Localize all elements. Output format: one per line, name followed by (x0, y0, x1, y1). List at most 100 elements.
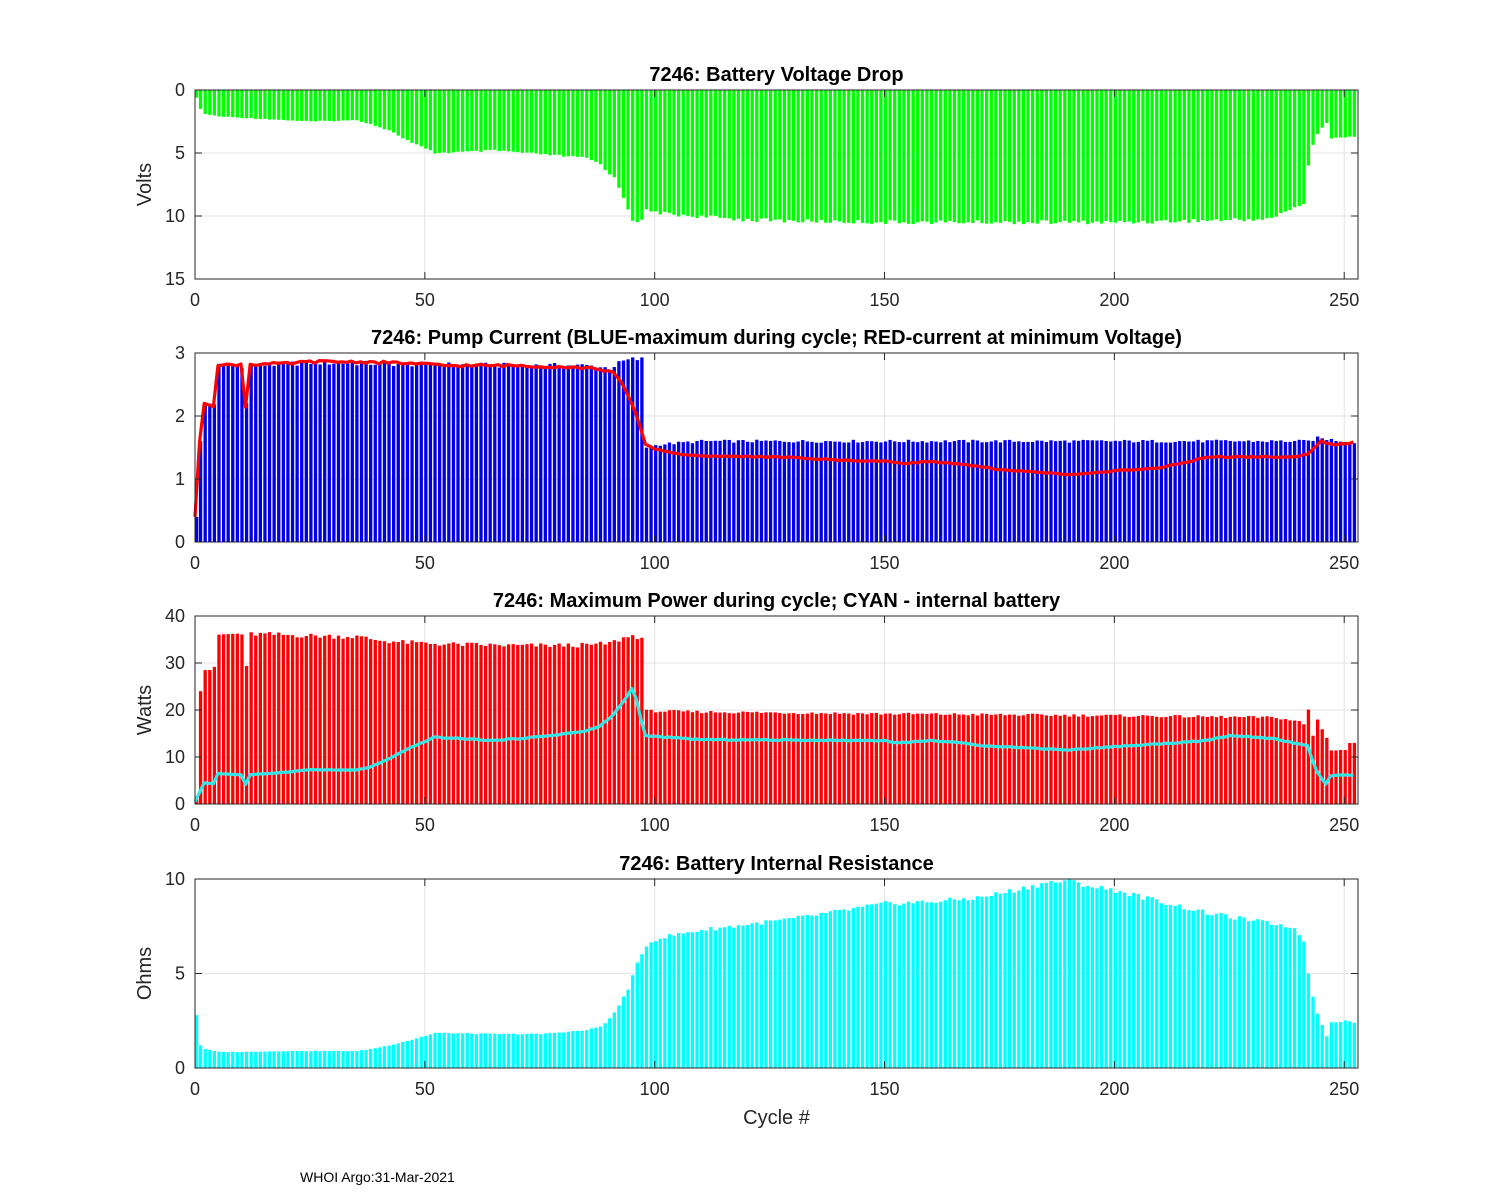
bar (1012, 441, 1016, 542)
bar (1311, 735, 1315, 804)
bar (1049, 715, 1053, 804)
bar (1072, 440, 1076, 542)
bar (562, 646, 566, 804)
bar (1044, 883, 1049, 1068)
bar (364, 636, 368, 804)
bar (842, 909, 846, 1068)
bar (805, 90, 810, 220)
bar (626, 359, 630, 542)
bar (1338, 90, 1343, 138)
bar (387, 1045, 391, 1068)
bar (989, 895, 993, 1068)
y-tick-label: 1 (175, 469, 185, 489)
bar (1251, 920, 1255, 1068)
bar (267, 90, 272, 120)
bar (755, 711, 759, 804)
bar (1233, 919, 1237, 1068)
bar (382, 641, 387, 804)
bar (732, 927, 736, 1068)
bar (1265, 442, 1269, 542)
bar (906, 712, 911, 804)
bar (1279, 719, 1283, 804)
bar (300, 90, 304, 121)
chart-title: 7246: Battery Voltage Drop (649, 64, 903, 86)
bar (998, 893, 1003, 1068)
bar (994, 892, 998, 1068)
bar (1118, 714, 1122, 804)
x-tick-label: 200 (1099, 815, 1129, 835)
bar (511, 1033, 515, 1068)
bar (198, 90, 203, 109)
bar (768, 920, 773, 1068)
bar (1251, 90, 1255, 221)
bar (1099, 715, 1104, 804)
bar (870, 441, 874, 542)
bar (856, 906, 860, 1068)
bar (470, 642, 474, 804)
bar (819, 442, 823, 542)
bar (1155, 716, 1159, 804)
bar (860, 906, 865, 1068)
bar (529, 90, 534, 153)
bar (1274, 90, 1278, 217)
bar (971, 439, 975, 542)
bar (336, 635, 341, 804)
bar (612, 1012, 616, 1068)
bar (387, 90, 391, 131)
bar (1242, 717, 1246, 804)
bar (341, 90, 345, 121)
bar (929, 713, 934, 804)
bar (456, 1033, 460, 1068)
bar (497, 90, 502, 152)
bar (617, 361, 621, 542)
bar (1109, 714, 1113, 804)
bar (516, 90, 520, 153)
bar (548, 363, 552, 542)
bar (1173, 441, 1177, 542)
bar (626, 637, 630, 804)
bar (1196, 715, 1200, 804)
bar (1182, 441, 1186, 542)
bar (1228, 918, 1232, 1068)
bar (1178, 904, 1182, 1068)
bar (916, 713, 920, 804)
bar (323, 1050, 327, 1068)
bar (957, 440, 961, 542)
bar (474, 1034, 479, 1068)
bar (929, 902, 934, 1068)
bar (336, 90, 341, 121)
bar (401, 362, 405, 542)
bar (1228, 716, 1232, 804)
bar (562, 367, 566, 542)
bar (580, 1030, 584, 1068)
bar (1233, 441, 1237, 542)
bar (1095, 888, 1099, 1068)
bar (1063, 440, 1067, 542)
bar (722, 927, 727, 1068)
bar (1247, 440, 1251, 542)
bar (557, 366, 561, 542)
bar (667, 934, 672, 1068)
x-tick-label: 250 (1329, 553, 1359, 573)
bar (433, 643, 437, 804)
bar (235, 365, 240, 542)
bar-series (195, 90, 1357, 225)
bar (847, 713, 851, 804)
bar (1099, 440, 1104, 542)
bar-series (195, 357, 1357, 542)
bar (998, 442, 1003, 542)
bar (617, 641, 621, 804)
chart-title: 7246: Pump Current (BLUE-maximum during … (371, 327, 1182, 349)
bar (1182, 909, 1186, 1068)
bar (1306, 709, 1311, 804)
bar (787, 713, 791, 804)
bar (460, 1033, 465, 1068)
bar (1265, 90, 1269, 219)
bar (272, 365, 276, 542)
bar (1320, 438, 1324, 542)
bar (589, 365, 593, 542)
bar (272, 1051, 276, 1068)
bar (700, 439, 704, 542)
bar (1334, 441, 1338, 542)
bar (801, 714, 805, 804)
